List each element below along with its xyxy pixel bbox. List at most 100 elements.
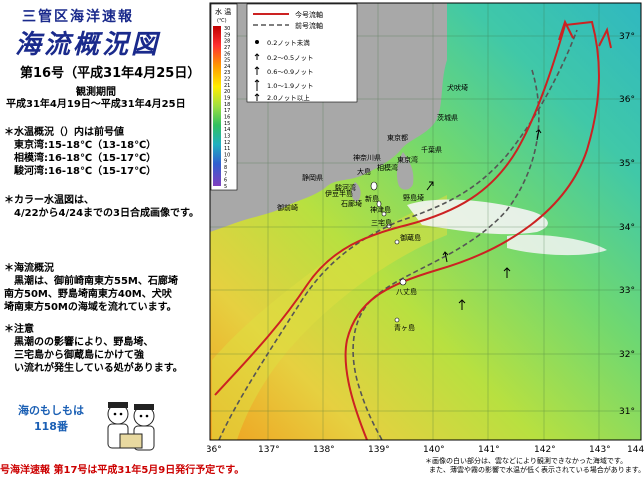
lon-label: 142° [534,445,556,455]
ocean-current-map: 茨城県 千葉県 東京都 神奈川県 静岡県 大島 新島 神津島 三宅島 御蔵島 八… [200,0,644,476]
lon-label: 144° [627,445,644,455]
colorbar-tick: 14 [224,127,230,133]
lon-label: 138° [313,445,335,455]
obs-period: 平成31年4月19日～平成31年4月25日 [6,99,186,110]
colorbar-tick: 18 [224,102,230,108]
mascot-icon [107,402,155,451]
speed-2: 0.6～0.9ノット [267,68,314,76]
colorbar-tick: 25 [224,58,230,64]
colorbar-tick: 17 [224,108,230,114]
lat-label: 33° [619,286,635,296]
label-oshima: 大島 [357,167,371,176]
label-miyakejima: 三宅島 [371,218,392,227]
water-temp-section: ＊水温概況（）内は前号値 東京湾:15-18℃（13-18℃） 相模湾:16-1… [4,126,156,178]
label-suruga-bay: 駿河湾 [335,183,356,192]
water-temp-heading: ＊水温概況（）内は前号値 [4,127,124,138]
map-note-2: また、薄雲や霧の影響で水温が低く表示されている場合があります。 [429,466,644,474]
legend-prev-label: 前号流軸 [295,21,323,30]
colorbar-tick: 30 [224,26,230,32]
latitude-labels: 37° 36° 35° 34° 33° 32° 31° [619,32,635,417]
caution-line-2: 三宅島から御蔵島にかけて強 [14,350,144,361]
temp-sagami-bay: 相模湾:16-18℃（15-17℃） [14,153,157,164]
colorbar-tick: 16 [224,114,230,120]
info-panel: 三管区海洋速報 海流概況図 第16号（平成31年4月25日） 観測期間 平成31… [0,0,208,476]
speed-4: 2.0ノット以上 [267,93,310,102]
speed-1: 0.2～0.5ノット [267,54,314,62]
label-tokyo: 東京都 [387,133,408,142]
caution-section: ＊注意 黒潮のの影響により、野島埼、 三宅島から御蔵島にかけて強 い流れが発生し… [4,323,183,375]
label-tokyo-bay: 東京湾 [397,155,418,164]
color-note-section: ＊カラー水温図は、 4/22から4/24までの3日合成画像です。 [4,194,199,220]
lat-label: 36° [619,95,635,105]
label-ibaraki: 茨城県 [437,113,458,122]
legend-current-label: 今号流軸 [295,10,323,19]
map-svg: 茨城県 千葉県 東京都 神奈川県 静岡県 大島 新島 神津島 三宅島 御蔵島 八… [200,2,644,455]
warm-water-band [212,195,447,440]
current-line-2: 南方50M、野島埼南東方40M、犬吠 [4,289,172,300]
label-niijima: 新島 [365,194,379,203]
colorbar-tick: 29 [224,32,230,38]
speed-dot-icon [255,40,259,44]
colorbar-tick: 8 [224,165,227,171]
label-inubozaki: 犬吠埼 [447,83,468,92]
lon-label: 136° [207,445,222,455]
speed-0: 0.2ノット未満 [267,38,310,47]
emergency-118-logo: 海のもしもは 118番 [18,402,84,434]
speed-arrow-4-icon [254,93,260,101]
colorbar-tick: 22 [224,77,230,83]
colorbar-tick: 13 [224,133,230,139]
colorbar-tick: 21 [224,83,230,89]
islands [370,181,407,323]
logo-line-2: 118番 [34,420,68,433]
speed-arrow-3-icon [254,79,260,91]
lat-label: 31° [619,407,635,417]
label-mikurajima: 御蔵島 [400,233,421,242]
land-boso [396,152,414,190]
lat-label: 32° [619,350,635,360]
current-arrow-icon [558,19,574,41]
obs-period-label: 観測期間 [76,87,116,98]
lon-label: 139° [368,445,390,455]
speed-arrow-1-icon [254,53,260,60]
lon-label: 140° [423,445,445,455]
logo-line-1: 海のもしもは [18,404,84,417]
current-section: ＊海流概況 黒潮は、御前崎南東方55M、石廊埼 南方50M、野島埼南東方40M、… [4,262,178,314]
next-issue-note: 号海洋速報 第17号は平成31年5月9日発行予定です。 [0,465,245,476]
colorbar-tick: 12 [224,140,230,146]
current-heading: ＊海流概況 [4,263,54,274]
label-nojimazaki: 野島埼 [403,193,424,202]
page-title: 海流概況図 [15,30,161,60]
current-vectors [426,129,542,310]
current-axis [214,20,600,441]
colorbar-tick: 27 [224,45,230,51]
colorbar-tick: 11 [224,146,230,152]
colorbar [213,26,221,186]
label-irozaki: 石廊埼 [341,199,362,208]
colorbar-tick: 24 [224,64,230,70]
lat-label: 35° [619,159,635,169]
colorbar-tick: 9 [224,159,227,165]
lat-label: 34° [619,223,635,233]
lon-label: 137° [258,445,280,455]
temp-suruga-bay: 駿河湾:16-18℃（15-17℃） [14,166,157,177]
color-note-line-2: 4/22から4/24までの3日合成画像です。 [14,208,200,219]
org-name: 三管区海洋速報 [22,9,134,25]
colorbar-title: 水 温 [215,7,231,16]
current-line-3: 埼南東方50Mの海域を流れています。 [4,302,177,313]
speed-3: 1.0～1.9ノット [267,82,314,90]
lon-label: 143° [589,445,611,455]
colorbar-tick: 15 [224,121,230,127]
label-aogashima: 青ヶ島 [394,323,415,332]
label-izu-peninsula: 伊豆半島 [325,189,353,198]
legend-speeds: 0.2ノット未満 0.2～0.5ノット 0.6～0.9ノット 1.0～1.9ノッ… [254,38,314,91]
label-omaezaki: 御前崎 [277,203,298,212]
colorbar-tick: 23 [224,70,230,76]
map-note-1: ＊画像の白い部分は、雲などにより観測できなかった海域です。 [425,457,628,465]
label-sagami-bay: 相模湾 [377,163,398,172]
colorbar-unit: (℃) [217,18,227,24]
cloud-patch [507,234,607,256]
colorbar-tick: 19 [224,96,230,102]
colorbar-tick: 10 [224,152,230,158]
lon-label: 141° [478,445,500,455]
label-shizuoka: 静岡県 [302,173,323,182]
